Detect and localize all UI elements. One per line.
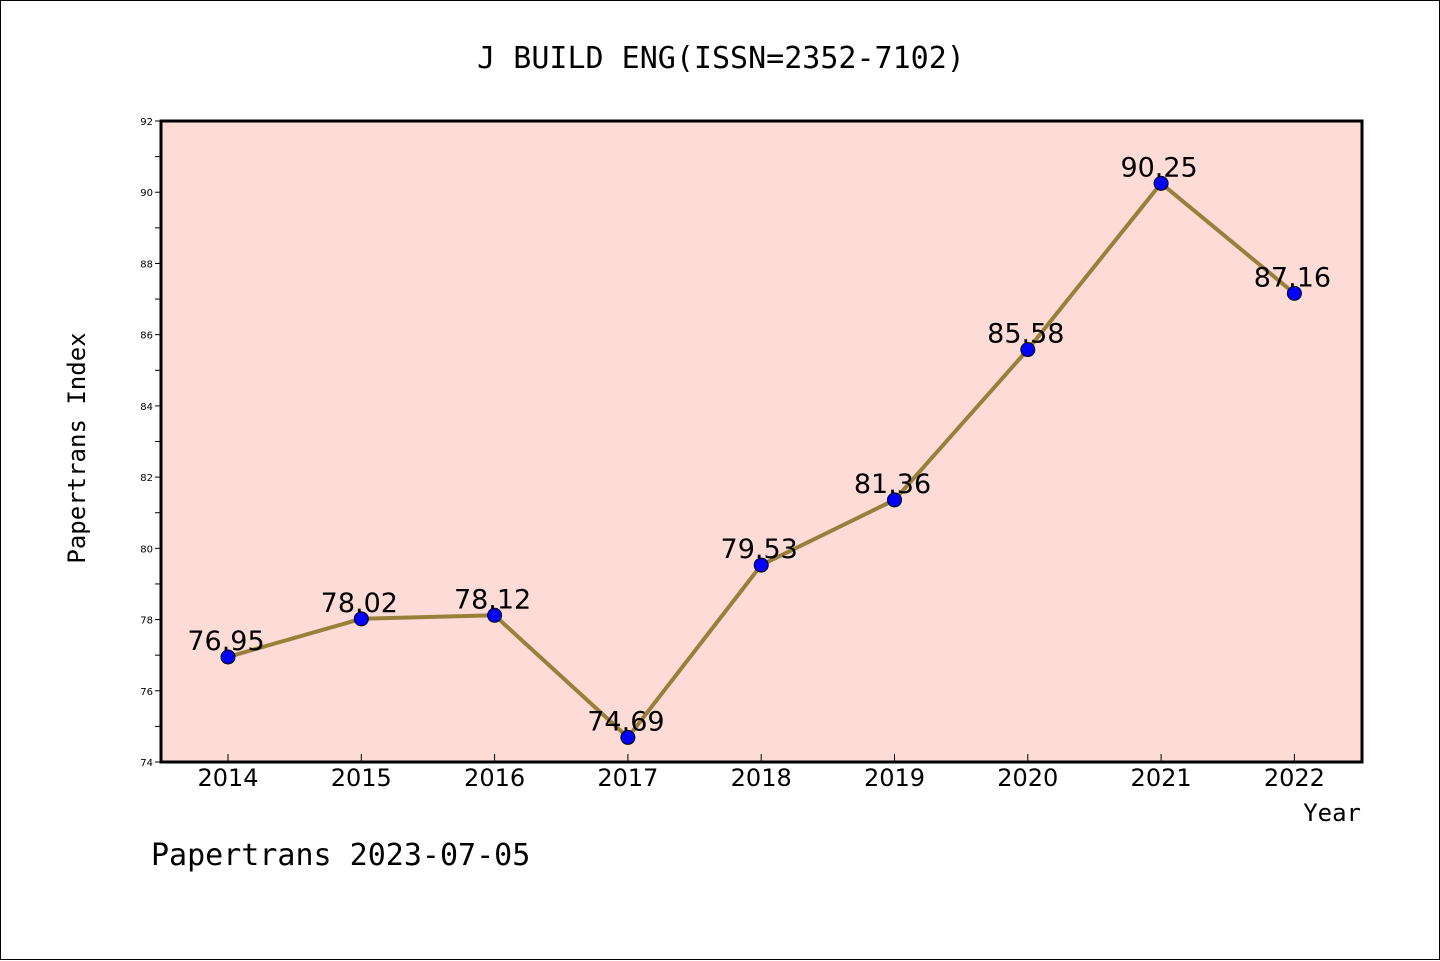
y-axis-label: Papertrans Index (63, 332, 91, 563)
data-point (1286, 285, 1302, 301)
x-tick-label: 2021 (1131, 764, 1192, 792)
y-tick-label: 76 (140, 687, 153, 698)
y-tick-label: 78 (140, 616, 153, 627)
plot-border (159, 119, 1364, 764)
data-label: 78.12 (454, 584, 531, 615)
x-tick-label: 2015 (331, 764, 392, 792)
data-point (1153, 175, 1169, 191)
x-tick-label: 2017 (597, 764, 658, 792)
y-tick-label: 80 (140, 544, 153, 555)
data-point (620, 729, 636, 745)
footer-date-stamp: Papertrans 2023-07-05 (151, 838, 530, 873)
data-point (220, 649, 236, 665)
data-label: 78.02 (321, 588, 398, 619)
x-tick-label: 2014 (197, 764, 258, 792)
data-label: 74.69 (587, 706, 664, 737)
data-point (1020, 342, 1036, 358)
x-axis: 2014 2015 2016 2017 2018 2019 2020 2021 2022 (197, 754, 1325, 792)
data-label: 81.36 (854, 469, 931, 500)
y-tick-label: 92 (140, 117, 153, 128)
data-label: 87.16 (1254, 262, 1331, 293)
data-labels: 76.95 78.02 78.12 74.69 79.53 81.36 85.58 90.25… (187, 152, 1331, 737)
y-tick-label: 74 (140, 758, 153, 769)
data-point (887, 492, 902, 508)
chart-title: J BUILD ENG(ISSN=2352-7102) (477, 41, 965, 76)
y-axis: 74 76 78 80 82 84 86 88 90 92 (140, 117, 161, 769)
y-tick-label: 84 (140, 402, 153, 413)
y-tick-label: 90 (140, 188, 153, 199)
y-tick-label: 88 (140, 259, 153, 270)
x-tick-label: 2016 (464, 764, 525, 792)
data-label: 90.25 (1120, 152, 1197, 183)
data-point (753, 557, 769, 573)
y-tick-label: 82 (140, 473, 153, 484)
x-tick-label: 2022 (1264, 764, 1325, 792)
x-axis-label: Year (1303, 799, 1361, 827)
x-tick-label: 2019 (864, 764, 925, 792)
data-point (487, 607, 503, 623)
data-label: 85.58 (987, 319, 1064, 350)
plot-area (161, 121, 1362, 762)
x-tick-label: 2020 (997, 764, 1058, 792)
x-tick-label: 2018 (731, 764, 792, 792)
data-label: 76.95 (187, 626, 264, 657)
y-tick-label: 86 (140, 331, 153, 342)
data-point (353, 611, 369, 627)
series-layer (220, 175, 1302, 745)
data-label: 79.53 (721, 534, 798, 565)
